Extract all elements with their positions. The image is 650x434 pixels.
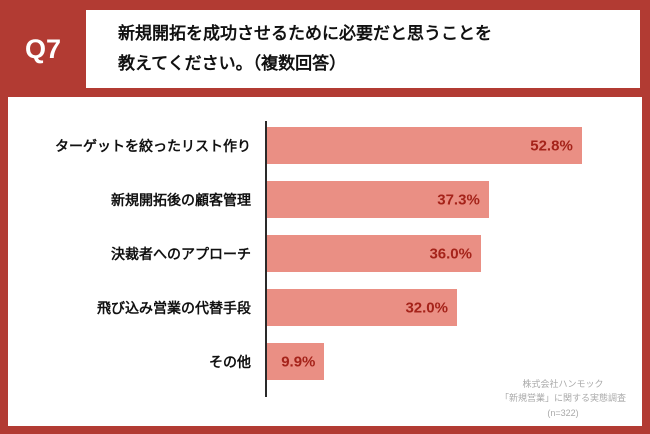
footnote-survey: 「新規営業」に関する実態調査 xyxy=(499,393,626,404)
bar-chart: ターゲットを絞ったリスト作り 52.8% 新規開拓後の顧客管理 37.3% 決裁… xyxy=(22,127,612,380)
bar-row: 飛び込み営業の代替手段 32.0% xyxy=(22,289,612,326)
category-label: 新規開拓後の顧客管理 xyxy=(111,191,251,208)
source-footnote: 株式会社ハンモック 「新規営業」に関する実態調査 (n=322) xyxy=(500,377,626,420)
value-label: 32.0% xyxy=(405,299,448,316)
bar: 52.8% xyxy=(265,127,582,164)
value-label: 52.8% xyxy=(530,137,573,154)
bar-row: その他 9.9% xyxy=(22,343,612,380)
category-label: 決裁者へのアプローチ xyxy=(111,245,251,262)
value-label: 37.3% xyxy=(437,191,480,208)
question-title-line2: 教えてください。（複数回答） xyxy=(118,54,347,73)
bar-row: 新規開拓後の顧客管理 37.3% xyxy=(22,181,612,218)
category-label: その他 xyxy=(209,353,251,370)
bar-area: 37.3% xyxy=(265,181,612,218)
bar-row: 決裁者へのアプローチ 36.0% xyxy=(22,235,612,272)
value-label: 36.0% xyxy=(429,245,472,262)
category-label: 飛び込み営業の代替手段 xyxy=(97,299,251,316)
bar: 9.9% xyxy=(265,343,325,380)
bar-area: 52.8% xyxy=(265,127,612,164)
question-title-line1: 新規開拓を成功させるために必要だと思うことを xyxy=(118,24,492,44)
chart-panel: ターゲットを絞ったリスト作り 52.8% 新規開拓後の顧客管理 37.3% 決裁… xyxy=(8,97,642,426)
bar-area: 32.0% xyxy=(265,289,612,326)
question-number: Q7 xyxy=(24,33,62,64)
bar-area: 36.0% xyxy=(265,235,612,272)
bar: 32.0% xyxy=(265,289,457,326)
bar-area: 9.9% xyxy=(265,343,612,380)
footnote-sample-size: (n=322) xyxy=(547,407,579,418)
bar: 37.3% xyxy=(265,181,489,218)
value-label: 9.9% xyxy=(281,353,316,370)
y-axis-line xyxy=(265,121,267,397)
bar-row: ターゲットを絞ったリスト作り 52.8% xyxy=(22,127,612,164)
question-title-box: 新規開拓を成功させるために必要だと思うことを 教えてください。（複数回答） xyxy=(86,10,640,88)
footnote-company: 株式会社ハンモック xyxy=(522,378,604,389)
category-label: ターゲットを絞ったリスト作り xyxy=(55,137,251,154)
bar: 36.0% xyxy=(265,235,481,272)
